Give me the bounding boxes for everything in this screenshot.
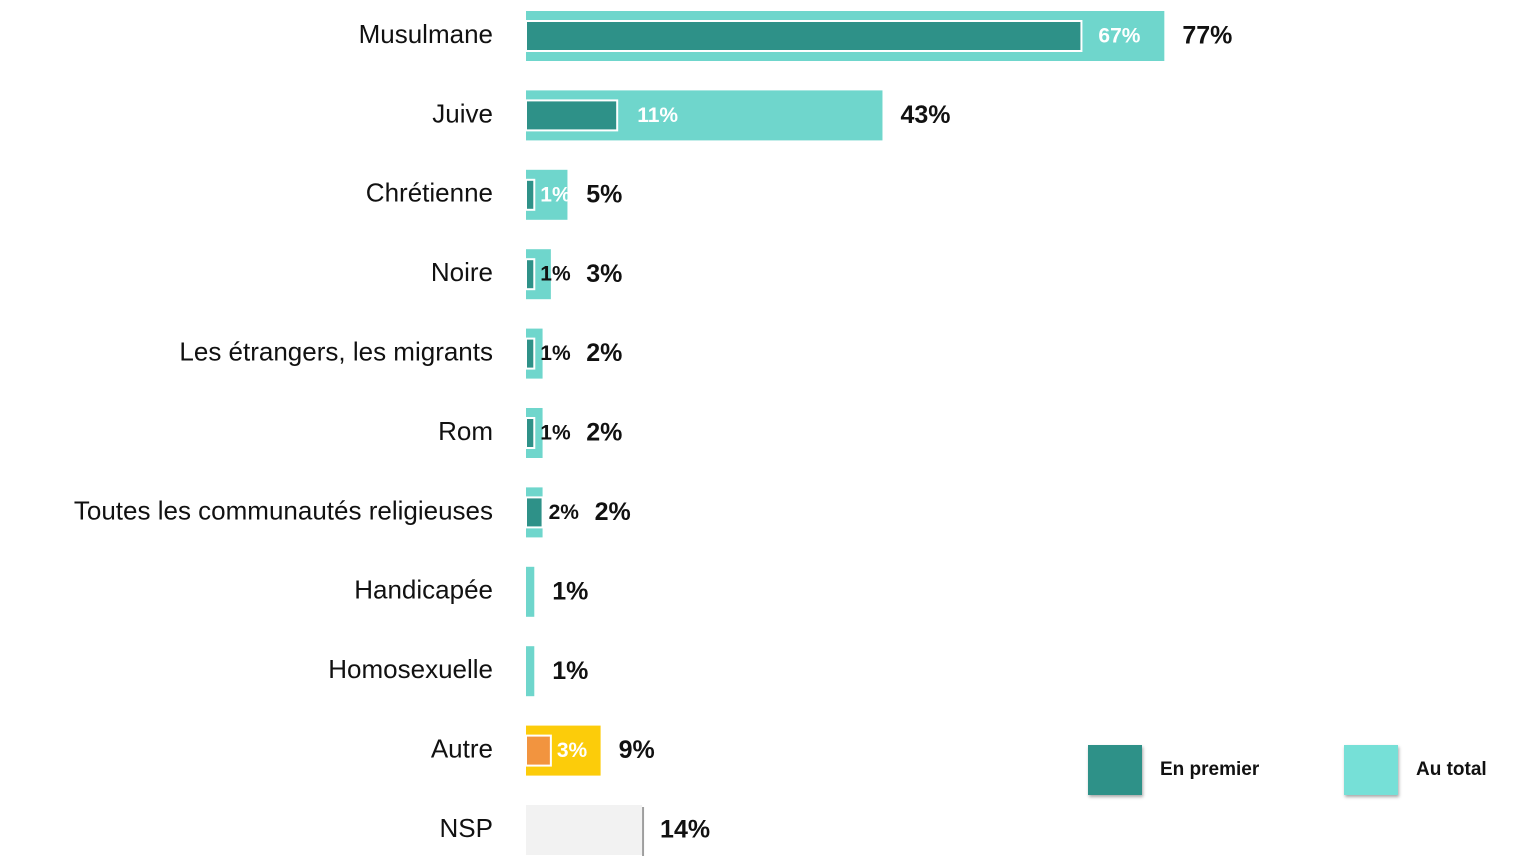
category-label-homosexuelle: Homosexuelle [328, 654, 493, 684]
category-label-les-etrangers-les-migrants: Les étrangers, les migrants [179, 336, 493, 366]
category-label-chretienne: Chrétienne [366, 178, 493, 208]
legend-label-first: En premier [1160, 759, 1260, 780]
first-bar-juive [525, 99, 619, 132]
first-bar-rom [525, 417, 536, 449]
category-label-autre: Autre [431, 733, 493, 763]
legend-swatch-total [1344, 745, 1398, 795]
first-bar-autre [525, 734, 552, 767]
legend-item-total: Au total [1344, 744, 1487, 796]
total-bar-homosexuelle [526, 646, 535, 697]
total-value-label-rom: 2% [586, 419, 622, 447]
first-value-label-autre: 3% [557, 739, 588, 762]
category-label-toutes-les-communautes-religieuses: Toutes les communautés religieuses [74, 495, 493, 525]
first-bar-noire [525, 258, 536, 291]
first-bar-toutes-les-communautes-religieuses [525, 496, 544, 529]
total-value-label-juive: 43% [900, 101, 950, 129]
first-value-label-rom: 1% [540, 422, 571, 445]
first-value-label-les-etrangers-les-migrants: 1% [540, 342, 571, 365]
total-value-label-les-etrangers-les-migrants: 2% [586, 339, 622, 367]
first-value-label-chretienne: 1% [540, 183, 571, 206]
total-value-label-homosexuelle: 1% [552, 657, 588, 685]
total-bar-nsp [526, 805, 643, 855]
legend-label-total: Au total [1416, 759, 1487, 780]
first-bar-chretienne [525, 178, 536, 211]
total-value-label-noire: 3% [586, 260, 622, 288]
first-value-label-musulmane: 67% [1098, 25, 1140, 48]
total-value-label-handicapee: 1% [552, 577, 588, 605]
category-label-musulmane: Musulmane [359, 19, 493, 49]
total-bar-handicapee [526, 566, 535, 617]
first-value-label-noire: 1% [540, 263, 571, 286]
first-value-label-juive: 11% [637, 104, 678, 127]
total-value-label-autre: 9% [619, 736, 655, 764]
total-value-label-nsp: 14% [660, 816, 710, 844]
total-value-label-musulmane: 77% [1182, 22, 1232, 50]
total-value-label-chretienne: 5% [586, 180, 622, 208]
category-label-noire: Noire [431, 257, 493, 287]
first-bar-les-etrangers-les-migrants [525, 337, 536, 370]
category-label-nsp: NSP [440, 813, 493, 843]
legend-swatch-first [1088, 745, 1142, 795]
category-label-rom: Rom [438, 416, 493, 446]
first-value-label-toutes-les-communautes-religieuses: 2% [549, 501, 580, 524]
category-label-handicapee: Handicapée [354, 575, 493, 605]
total-value-label-toutes-les-communautes-religieuses: 2% [595, 498, 631, 526]
first-bar-musulmane [525, 20, 1083, 52]
category-label-juive: Juive [432, 98, 493, 128]
legend-item-first: En premier [1088, 744, 1259, 796]
